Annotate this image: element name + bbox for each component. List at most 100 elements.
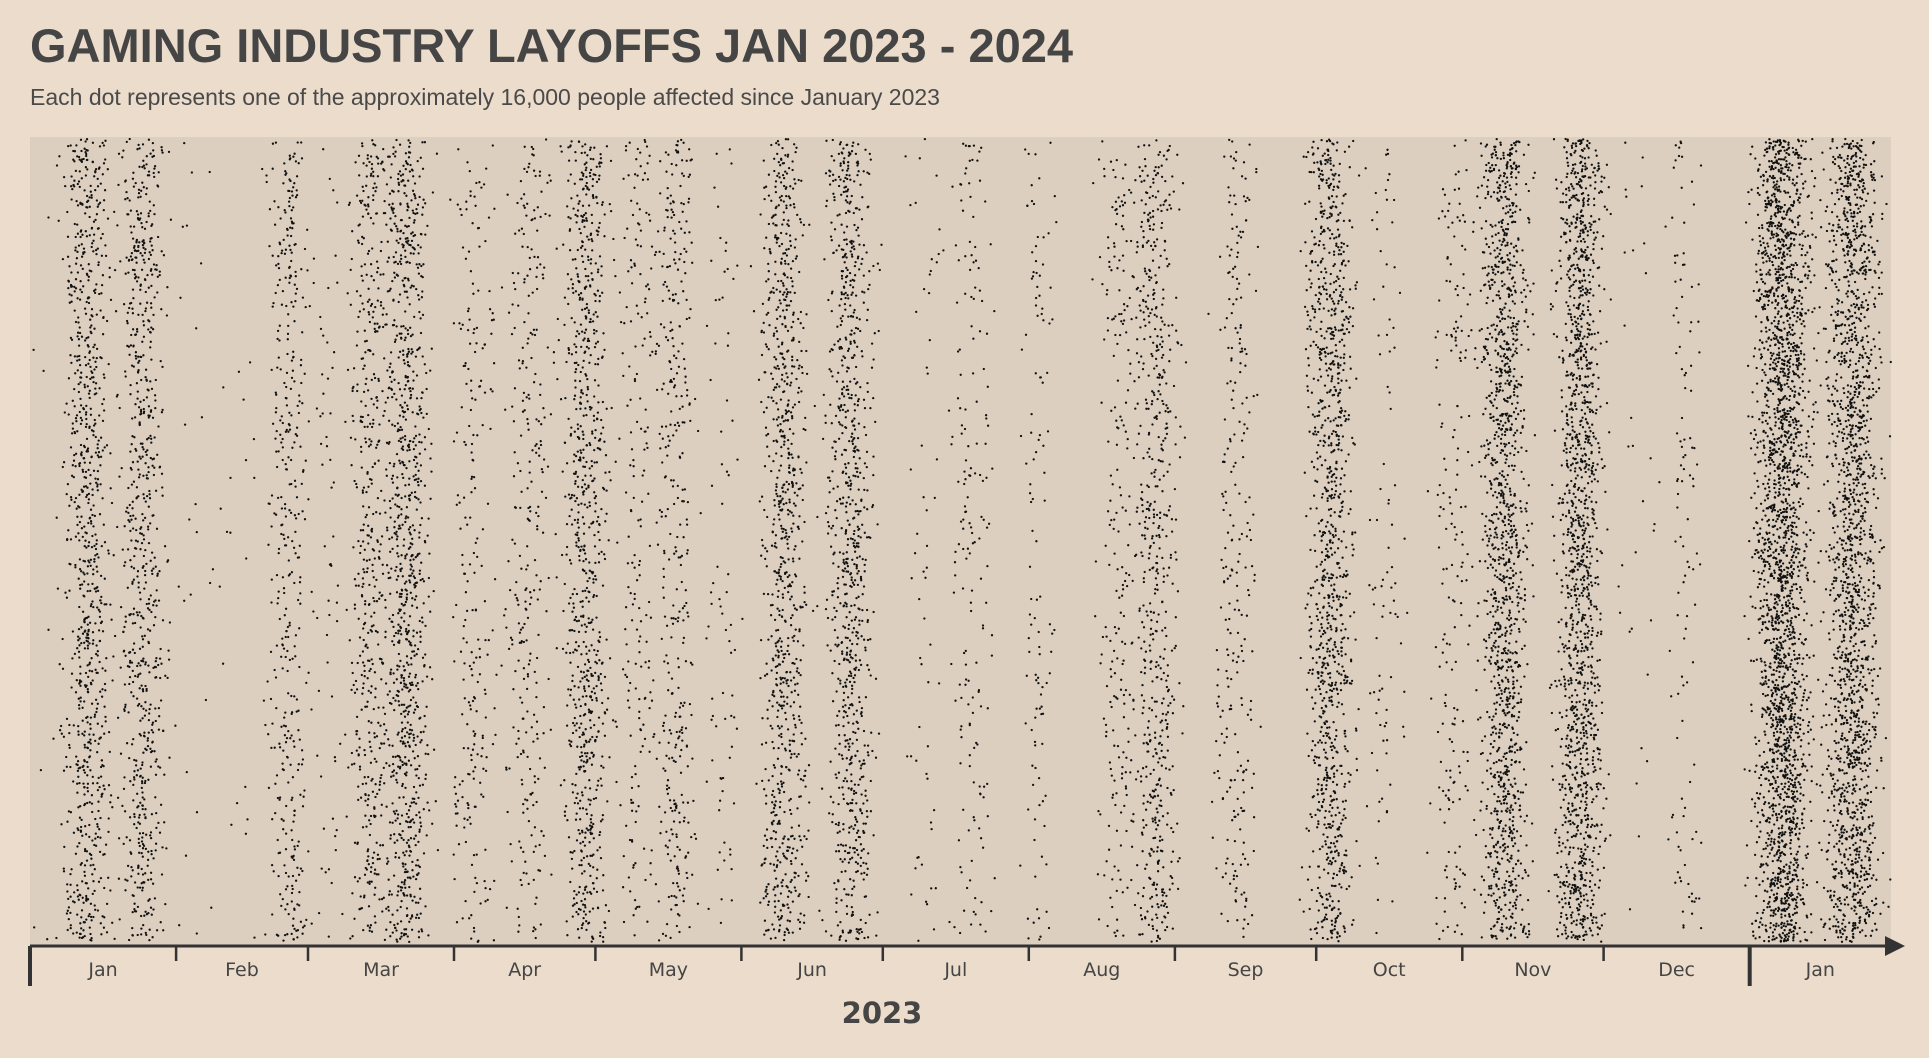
- layoff-dot: [358, 768, 362, 771]
- layoff-dot: [402, 164, 405, 167]
- layoff-dot: [500, 664, 503, 667]
- layoff-dot: [147, 286, 150, 289]
- layoff-dot: [185, 770, 188, 774]
- layoff-dot: [575, 729, 578, 732]
- layoff-dot: [608, 657, 612, 660]
- layoff-dot: [293, 182, 296, 185]
- layoff-dot: [81, 632, 85, 635]
- layoff-dot: [582, 456, 585, 459]
- layoff-dot: [415, 207, 418, 211]
- layoff-dot: [582, 760, 586, 763]
- layoff-dot: [139, 548, 142, 551]
- layoff-dot: [573, 587, 576, 591]
- layoff-dot: [370, 162, 374, 166]
- layoff-dot: [304, 305, 307, 309]
- layoff-dot: [508, 767, 511, 770]
- layoff-dot: [91, 642, 95, 645]
- layoff-dot: [597, 230, 600, 233]
- layoff-dot: [327, 599, 330, 602]
- layoff-dot: [407, 710, 410, 713]
- layoff-dot: [583, 904, 587, 907]
- layoff-dot: [86, 760, 89, 764]
- layoff-dot: [470, 442, 474, 446]
- layoff-dot: [286, 234, 289, 237]
- layoff-dot: [133, 268, 136, 272]
- layoff-dot: [571, 915, 574, 918]
- layoff-dot: [404, 237, 407, 240]
- layoff-dot: [275, 774, 279, 777]
- layoff-dot: [522, 811, 525, 814]
- layoff-dot: [139, 719, 142, 722]
- layoff-dot: [368, 882, 371, 885]
- layoff-dot: [487, 216, 491, 219]
- layoff-dot: [391, 913, 394, 916]
- layoff-dot: [378, 898, 381, 901]
- layoff-dot: [401, 784, 404, 788]
- layoff-dot: [125, 256, 128, 259]
- layoff-dot: [536, 598, 539, 601]
- layoff-dot: [403, 854, 406, 857]
- layoff-dot: [128, 756, 131, 760]
- layoff-dot: [278, 241, 281, 244]
- layoff-dot: [391, 474, 395, 477]
- layoff-dot: [368, 583, 371, 587]
- layoff-dot: [163, 545, 167, 548]
- layoff-dot: [533, 558, 537, 562]
- layoff-dot: [126, 506, 129, 509]
- layoff-dot: [373, 376, 377, 380]
- layoff-dot: [77, 650, 81, 653]
- layoff-dot: [139, 302, 142, 305]
- layoff-dot: [157, 171, 160, 174]
- layoff-dot: [350, 661, 354, 665]
- layoff-dot: [579, 402, 583, 405]
- layoff-dot: [393, 708, 396, 712]
- layoff-dot: [581, 754, 584, 758]
- layoff-dot: [301, 758, 305, 761]
- layoff-dot: [280, 251, 283, 255]
- layoff-dot: [87, 501, 90, 505]
- layoff-dot: [521, 399, 525, 402]
- layoff-dot: [371, 861, 375, 865]
- layoff-dot: [591, 674, 594, 677]
- layoff-dot: [81, 470, 85, 473]
- layoff-dot: [408, 493, 412, 497]
- layoff-dot: [585, 920, 588, 923]
- layoff-dot: [421, 213, 424, 216]
- layoff-dot: [397, 439, 401, 443]
- layoff-dot: [158, 466, 161, 469]
- layoff-dot: [130, 301, 133, 305]
- layoff-dot: [580, 624, 583, 627]
- layoff-dot: [528, 256, 531, 260]
- layoff-dot: [137, 355, 140, 358]
- layoff-dot: [372, 175, 375, 178]
- layoff-dot: [103, 705, 106, 708]
- layoff-dot: [388, 203, 391, 206]
- layoff-dot: [275, 465, 279, 469]
- layoff-dot: [271, 254, 274, 257]
- layoff-dot: [396, 486, 399, 489]
- layoff-dot: [404, 160, 408, 163]
- layoff-dot: [265, 174, 268, 177]
- layoff-dot: [292, 917, 295, 920]
- layoff-dot: [98, 660, 101, 664]
- layoff-dot: [368, 298, 371, 301]
- layoff-dot: [109, 794, 113, 797]
- layoff-dot: [362, 237, 365, 240]
- layoff-dot: [62, 769, 66, 772]
- layoff-dot: [93, 418, 96, 422]
- layoff-dot: [469, 516, 472, 519]
- layoff-dot: [369, 155, 373, 158]
- layoff-dot: [301, 805, 305, 808]
- layoff-dot: [104, 139, 107, 142]
- layoff-dot: [69, 354, 72, 357]
- layoff-dot: [395, 239, 398, 242]
- layoff-dot: [288, 276, 291, 280]
- layoff-dot: [579, 396, 582, 399]
- layoff-dot: [123, 708, 126, 711]
- layoff-dot: [289, 763, 292, 766]
- layoff-dot: [603, 213, 606, 216]
- layoff-dot: [388, 461, 392, 465]
- layoff-dot: [383, 938, 387, 942]
- layoff-dot: [579, 449, 582, 452]
- layoff-dot: [465, 200, 468, 203]
